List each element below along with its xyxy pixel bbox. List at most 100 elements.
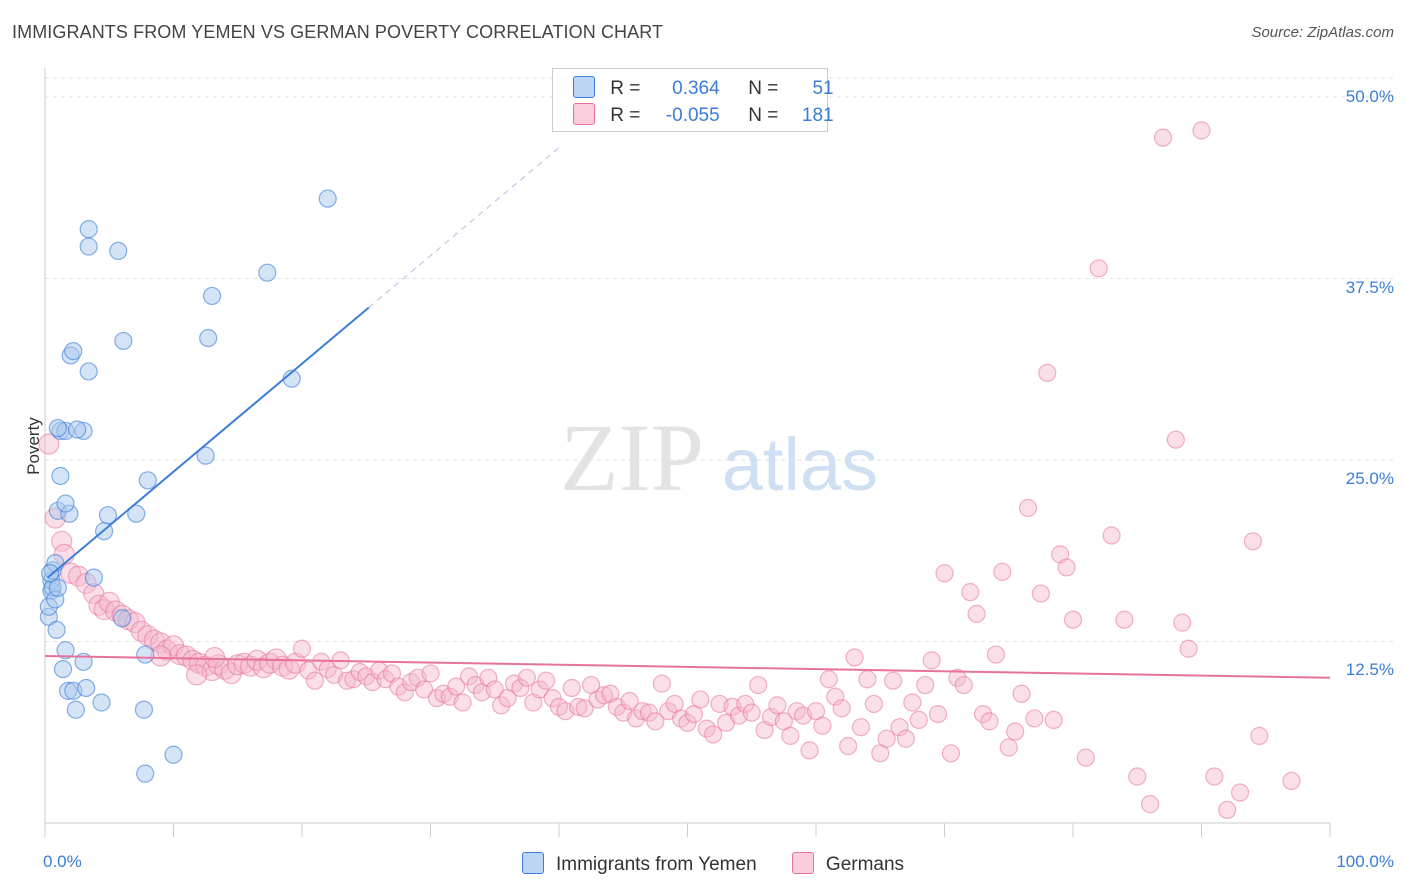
- germans-point: [492, 696, 511, 715]
- germans-point: [1128, 767, 1147, 786]
- yemen-point: [196, 446, 215, 465]
- germans-point: [633, 702, 652, 721]
- germans-point: [1250, 726, 1269, 745]
- germans-point: [1140, 795, 1160, 814]
- germans-point: [38, 433, 60, 455]
- y-tick-label: 12.5%: [1345, 660, 1394, 679]
- yemen-point: [134, 700, 154, 719]
- yemen-point: [84, 568, 103, 587]
- germans-point: [652, 674, 671, 693]
- germans-point: [1192, 121, 1211, 140]
- yemen-point: [41, 564, 60, 583]
- germans-point: [485, 680, 504, 699]
- germans-point: [967, 604, 986, 624]
- germans-point: [1153, 128, 1173, 147]
- germans-point: [1102, 526, 1121, 545]
- yemen-point: [48, 578, 67, 597]
- germans-point: [954, 675, 973, 695]
- yemen-point: [318, 189, 337, 208]
- n-label: N =: [748, 105, 779, 126]
- source-label: Source: ZipAtlas.com: [1251, 24, 1394, 41]
- yemen-swatch: [522, 852, 544, 874]
- yemen-point: [109, 241, 128, 261]
- legend-item-yemen[interactable]: Immigrants from Yemen: [522, 852, 757, 876]
- r-label: R =: [610, 105, 641, 126]
- germans-point: [742, 703, 761, 722]
- germans-point: [186, 664, 208, 686]
- germans-point: [511, 678, 530, 698]
- germans-point: [1166, 430, 1185, 449]
- germans-point: [278, 658, 300, 680]
- germans-point: [98, 591, 120, 613]
- germans-point: [800, 741, 819, 760]
- germans-point: [1038, 363, 1057, 382]
- y-tick-label: 37.5%: [1345, 278, 1394, 297]
- germans-point: [1282, 771, 1301, 790]
- germans-point: [1115, 610, 1134, 629]
- yemen-point: [112, 609, 132, 628]
- germans-point: [204, 646, 226, 669]
- germans-point: [1044, 710, 1063, 730]
- germans-point: [517, 668, 536, 687]
- germans-point: [1057, 558, 1076, 577]
- germans-point: [51, 530, 73, 552]
- germans-point: [1031, 584, 1050, 603]
- yemen-swatch: [573, 76, 595, 98]
- germans-point: [1179, 639, 1198, 658]
- yemen-point: [53, 659, 73, 679]
- germans-point: [999, 738, 1018, 757]
- stats-legend: R = 0.364 N = 51 R = -0.055 N = 181: [552, 68, 834, 132]
- gridlines: [45, 77, 1395, 642]
- germans-point: [993, 562, 1012, 581]
- n-value: 51: [812, 78, 834, 99]
- stats-row-germans: R = -0.055 N = 181: [573, 103, 834, 127]
- germans-point: [691, 690, 710, 709]
- yemen-point: [79, 237, 98, 256]
- watermark-atlas: atlas: [722, 423, 878, 506]
- germans-point: [1089, 259, 1108, 278]
- germans-point: [1205, 767, 1224, 786]
- yemen-point: [51, 466, 70, 486]
- yemen-trend-line: [46, 306, 370, 579]
- legend-label: Germans: [825, 854, 905, 875]
- germans-point: [414, 680, 434, 699]
- r-label: R =: [610, 78, 641, 99]
- germans-point: [1218, 800, 1237, 820]
- germans-point: [928, 704, 948, 724]
- yemen-point: [68, 420, 87, 439]
- n-value: 181: [801, 105, 834, 126]
- germans-point: [704, 725, 723, 744]
- germans-point: [337, 671, 357, 690]
- yemen-point: [56, 494, 75, 513]
- germans-point: [980, 712, 999, 731]
- germans-point: [479, 668, 498, 687]
- x-tick-label: 100.0%: [1336, 852, 1394, 871]
- germans-point: [453, 693, 472, 712]
- legend-item-germans[interactable]: Germans: [791, 852, 905, 876]
- germans-point: [1006, 722, 1025, 741]
- germans-point: [973, 704, 993, 724]
- yemen-point: [164, 745, 183, 764]
- germans-point: [169, 643, 191, 666]
- germans-point: [646, 712, 665, 731]
- yemen-point: [79, 362, 98, 381]
- germans-point: [1063, 610, 1083, 629]
- germans-point: [421, 664, 440, 683]
- y-tick-label: 50.0%: [1345, 87, 1394, 106]
- germans-point: [768, 696, 787, 715]
- germans-point: [305, 671, 324, 690]
- germans-point: [819, 670, 838, 689]
- germans-point: [916, 675, 935, 695]
- germans-point: [832, 699, 851, 718]
- yemen-point: [47, 620, 66, 639]
- watermark: ZIP atlas: [560, 404, 878, 511]
- germans-point: [1012, 684, 1031, 703]
- germans-point: [903, 693, 922, 712]
- series-legend: Immigrants from Yemen Germans: [522, 852, 934, 876]
- germans-point: [1243, 532, 1263, 551]
- germans-trend-line: [44, 655, 1331, 679]
- yemen-point: [127, 504, 146, 523]
- yemen-point: [138, 471, 157, 490]
- x-tick-label: 0.0%: [43, 852, 82, 871]
- legend-label: Immigrants from Yemen: [556, 854, 757, 875]
